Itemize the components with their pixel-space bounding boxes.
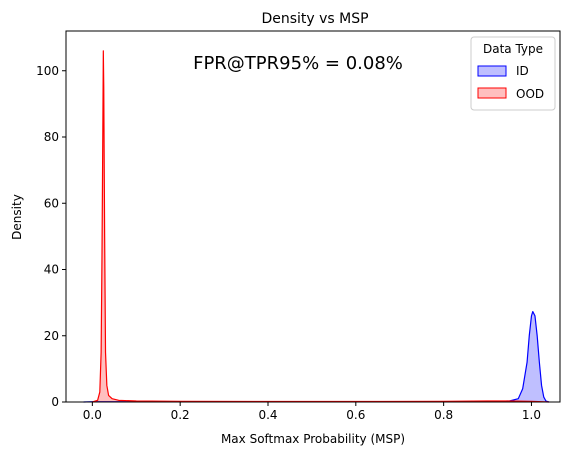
y-axis-label: Density [10, 194, 24, 240]
legend-box [470, 36, 556, 111]
chart-title: Density vs MSP [261, 11, 368, 27]
legend-swatch-ood [477, 87, 507, 99]
legend: Data Type ID OOD [470, 36, 556, 111]
x-axis-label: Max Softmax Probability (MSP) [221, 432, 405, 446]
x-tick-label: 0.6 [346, 408, 365, 422]
x-tick-label: 1.0 [522, 408, 541, 422]
y-tick-label: 0 [51, 395, 59, 409]
x-tick-label: 0.0 [83, 408, 102, 422]
axis-ticks: 0.0 0.2 0.4 0.6 0.8 1.0 0 20 40 60 80 100 [36, 64, 541, 422]
y-tick-label: 20 [44, 329, 59, 343]
y-tick-label: 80 [44, 130, 59, 144]
legend-label-ood: OOD [516, 87, 544, 101]
legend-title: Data Type [483, 42, 543, 56]
x-tick-label: 0.4 [258, 408, 277, 422]
fpr-annotation: FPR@TPR95% = 0.08% [193, 53, 403, 74]
plot-frame [65, 30, 561, 403]
y-tick-label: 100 [36, 64, 59, 78]
density-line-ood [92, 50, 550, 403]
x-tick-label: 0.2 [171, 408, 190, 422]
y-tick-label: 60 [44, 196, 59, 210]
legend-label-id: ID [516, 64, 529, 78]
x-tick-label: 0.8 [434, 408, 453, 422]
legend-swatch-id [477, 65, 507, 77]
y-tick-label: 40 [44, 263, 59, 277]
